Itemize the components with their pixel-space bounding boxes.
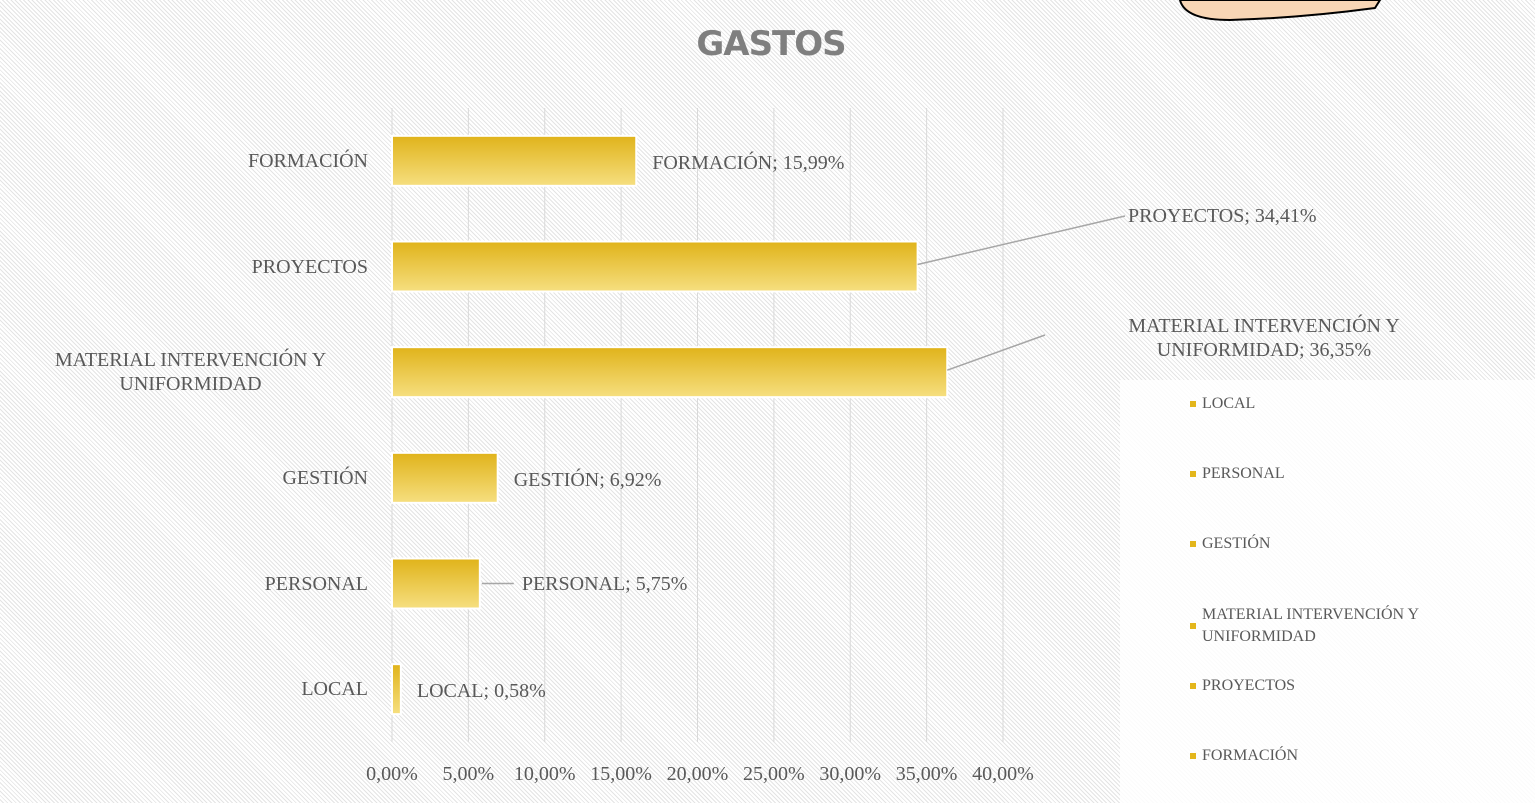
y-tick-label-box: PROYECTOS — [8, 255, 368, 279]
legend-label: GESTIÓN — [1202, 533, 1270, 555]
y-tick-label-box: LOCAL — [8, 677, 368, 701]
legend-entry: FORMACIÓN — [1202, 745, 1492, 767]
y-tick-label: GESTIÓN — [282, 466, 368, 490]
value-label: PROYECTOS; 34,41% — [1128, 204, 1317, 228]
y-tick-label: PROYECTOS — [252, 255, 368, 279]
legend-label: PERSONAL — [1202, 463, 1285, 485]
x-tick-label: 5,00% — [428, 762, 508, 786]
leader-line — [947, 335, 1045, 370]
legend-label: MATERIAL INTERVENCIÓN Y UNIFORMIDAD — [1202, 604, 1482, 648]
legend-label: FORMACIÓN — [1202, 745, 1298, 767]
bar — [392, 559, 480, 609]
legend-swatch — [1190, 753, 1196, 759]
value-label-box: MATERIAL INTERVENCIÓN Y UNIFORMIDAD; 36,… — [1104, 314, 1424, 362]
y-tick-label-box: MATERIAL INTERVENCIÓN Y UNIFORMIDAD — [8, 348, 368, 396]
legend-swatch — [1190, 471, 1196, 477]
x-tick-label: 30,00% — [810, 762, 890, 786]
y-tick-label-box: GESTIÓN — [8, 466, 368, 490]
legend-label: PROYECTOS — [1202, 675, 1295, 697]
x-tick-label: 25,00% — [734, 762, 814, 786]
bar — [392, 664, 401, 714]
x-tick-label: 0,00% — [352, 762, 432, 786]
cartoon — [1180, 0, 1380, 20]
value-label: GESTIÓN; 6,92% — [514, 468, 662, 492]
value-label: MATERIAL INTERVENCIÓN Y UNIFORMIDAD; 36,… — [1104, 314, 1424, 362]
legend-swatch — [1190, 623, 1196, 629]
legend-label: LOCAL — [1202, 393, 1255, 415]
legend-box — [1120, 380, 1535, 803]
legend-entry: PERSONAL — [1202, 463, 1492, 485]
x-tick-label: 10,00% — [505, 762, 585, 786]
chart-title: GASTOS — [0, 32, 1535, 56]
legend-entry: GESTIÓN — [1202, 533, 1492, 555]
leader-line — [918, 216, 1125, 265]
x-tick-label: 35,00% — [887, 762, 967, 786]
y-tick-label-box: PERSONAL — [8, 572, 368, 596]
x-tick-label: 20,00% — [658, 762, 738, 786]
bar — [392, 136, 636, 186]
y-tick-label: PERSONAL — [265, 572, 368, 596]
y-tick-label: FORMACIÓN — [248, 149, 368, 173]
legend-entry: MATERIAL INTERVENCIÓN Y UNIFORMIDAD — [1202, 604, 1492, 648]
legend-entry: LOCAL — [1202, 393, 1492, 415]
legend-swatch — [1190, 401, 1196, 407]
chart: GASTOS 0,00%5,00%10,00%15,00%20,00%25,00… — [0, 0, 1535, 803]
value-label: FORMACIÓN; 15,99% — [652, 151, 844, 175]
x-tick-label: 40,00% — [963, 762, 1043, 786]
y-tick-label: MATERIAL INTERVENCIÓN Y UNIFORMIDAD — [13, 348, 368, 396]
bar — [392, 347, 947, 397]
legend-entry: PROYECTOS — [1202, 675, 1492, 697]
value-label: PERSONAL; 5,75% — [522, 572, 688, 596]
bar — [392, 453, 498, 503]
y-tick-label: LOCAL — [301, 677, 368, 701]
value-label: LOCAL; 0,58% — [417, 679, 546, 703]
y-tick-label-box: FORMACIÓN — [8, 149, 368, 173]
x-tick-label: 15,00% — [581, 762, 661, 786]
legend-swatch — [1190, 541, 1196, 547]
legend-swatch — [1190, 683, 1196, 689]
bar — [392, 242, 918, 292]
